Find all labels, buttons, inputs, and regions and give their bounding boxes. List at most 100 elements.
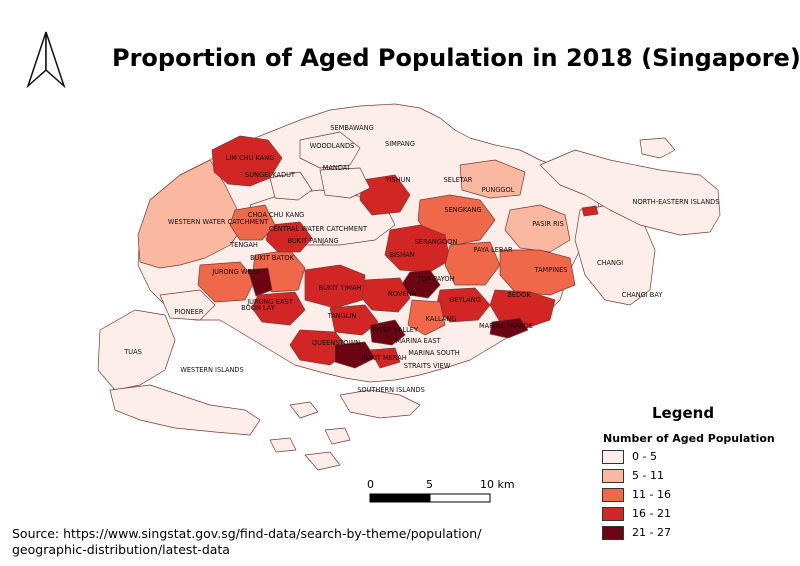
north-eastern-islands-region (539, 149, 721, 236)
place-label: MARINE PARADE (479, 322, 533, 330)
punggol-region (459, 159, 526, 199)
scale-label-0: 0 (367, 478, 374, 491)
place-label: LIM CHU KANG (226, 154, 275, 162)
legend-label: 16 - 21 (632, 507, 671, 520)
western-water-catchment-region (137, 159, 246, 269)
place-label: MARINA SOUTH (408, 349, 459, 357)
marine-parade-region (489, 317, 529, 339)
place-label: CHANGI BAY (622, 291, 664, 299)
legend-heading: Legend (652, 404, 715, 422)
legend-item: 16 - 21 (602, 507, 671, 521)
kallang-region (407, 299, 446, 336)
tampines-region (499, 249, 576, 296)
woodlands-region (299, 131, 361, 169)
place-label: TAMPINES (534, 266, 568, 274)
north-arrow-icon (26, 31, 66, 89)
place-label: SELETAR (444, 176, 473, 184)
place-label: PASIR RIS (532, 220, 564, 228)
place-label: BISHAN (389, 251, 414, 259)
scale-label-5: 5 (426, 478, 433, 491)
legend-item: 11 - 16 (602, 488, 671, 502)
western-islands-region (109, 384, 261, 436)
changi-small-region (581, 205, 599, 217)
place-label: SIMPANG (385, 140, 415, 148)
place-label: TENGAH (229, 241, 258, 249)
place-label: WESTERN WATER CATCHMENT (168, 218, 269, 226)
place-label: GEYLANG (449, 296, 481, 304)
place-label: BOON LAY (241, 304, 276, 312)
place-label: CENTRAL WATER CATCHMENT (269, 225, 368, 233)
place-label: SEMBAWANG (330, 124, 373, 132)
place-label: KALLANG (426, 315, 457, 323)
legend-subtitle: Number of Aged Population (603, 432, 775, 445)
place-label: CHOA CHU KANG (248, 211, 305, 219)
legend-label: 11 - 16 (632, 488, 671, 501)
legend-swatch (602, 469, 624, 483)
legend-swatch (602, 507, 624, 521)
mandai-region (319, 167, 371, 199)
legend-item: 0 - 5 (602, 450, 657, 464)
bishan-serangoon-region (384, 224, 451, 273)
place-label: BUKIT PANJANG (287, 237, 338, 245)
paya-lebar-region (444, 241, 501, 286)
pioneer-region (159, 289, 216, 321)
legend-swatch (602, 526, 624, 540)
place-label: JURONG WEST (211, 268, 261, 276)
river-valley-region (369, 319, 406, 346)
place-label: TUAS (123, 348, 142, 356)
place-label: WESTERN ISLANDS (180, 366, 243, 374)
legend-swatch (602, 488, 624, 502)
place-label: SUNGEI KADUT (245, 171, 296, 179)
map-title: Proportion of Aged Population in 2018 (S… (112, 44, 800, 72)
ne-island-small-region (639, 137, 676, 159)
bukit-merah-region (334, 341, 376, 369)
place-label: WOODLANDS (310, 142, 355, 150)
place-label: SOUTHERN ISLANDS (357, 386, 425, 394)
southern-island-b-region (324, 427, 351, 445)
legend-label: 21 - 27 (632, 526, 671, 539)
southern-island-a-region (289, 401, 319, 419)
jurong-east-region (251, 291, 306, 326)
place-label: RIVER VALLEY (372, 326, 419, 334)
place-label: SERANGOON (415, 238, 458, 246)
place-label: PAYA LEBAR (473, 246, 513, 254)
place-label: YISHUN (385, 176, 411, 184)
place-label: MARINA EAST (395, 337, 441, 345)
legend-item: 5 - 11 (602, 469, 664, 483)
place-label: TOA PAYOH (416, 275, 454, 283)
bukit-merah-south-region (369, 347, 401, 369)
legend-swatch (602, 450, 624, 464)
tuas-region (97, 309, 176, 391)
legend-item: 21 - 27 (602, 526, 671, 540)
place-label: TANGLIN (327, 312, 357, 320)
bukit-panjang-region (265, 221, 313, 253)
jurong-west-region (197, 261, 256, 303)
jurong-west-dark-region (247, 267, 273, 297)
scale-label-10km: 10 km (480, 478, 515, 491)
source-line-2: geographic-distribution/latest-data (12, 542, 230, 557)
place-label: JURONG EAST (246, 298, 294, 306)
southern-island-c-region (269, 437, 297, 453)
place-label: BUKIT MERAH (361, 354, 406, 362)
place-label: CHANGI (597, 259, 623, 267)
legend-label: 5 - 11 (632, 469, 664, 482)
place-label: MANDAI (323, 164, 350, 172)
place-label: STRAITS VIEW (404, 362, 451, 370)
place-label: BUKIT BATOK (250, 254, 294, 262)
place-label: PUNGGOL (482, 186, 515, 194)
southern-island-d-region (304, 451, 341, 471)
source-line-1: Source: https://www.singstat.gov.sg/find… (12, 526, 482, 541)
tanglin-region (329, 304, 379, 336)
sungei-kadut-region (269, 171, 313, 201)
place-label: QUEENSTOWN (312, 339, 360, 347)
scale-bar (369, 493, 491, 503)
bukit-timah-region (304, 264, 366, 309)
place-label: SENGKANG (444, 206, 481, 214)
yishun-region (359, 174, 411, 216)
choa-chu-kang-region (229, 204, 276, 241)
place-label: PIONEER (175, 308, 204, 316)
southern-islands-region (339, 389, 421, 419)
place-labels: SEMBAWANG SIMPANG WOODLANDS LIM CHU KANG MAN… (123, 124, 719, 394)
legend-label: 0 - 5 (632, 450, 657, 463)
